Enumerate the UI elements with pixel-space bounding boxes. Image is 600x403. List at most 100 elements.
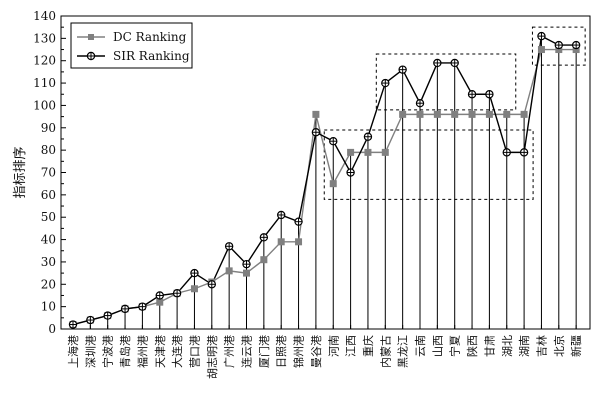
y-tick-label: 70 — [41, 166, 56, 180]
y-tick-label: 80 — [41, 143, 56, 157]
sir-point — [537, 31, 546, 41]
x-tick-label: 内蒙古 — [378, 335, 392, 368]
dc-point — [225, 267, 233, 275]
x-tick-label: 新疆 — [569, 335, 583, 357]
dc-point — [260, 256, 268, 264]
sir-point — [207, 280, 216, 289]
sir-point — [398, 65, 407, 74]
x-tick-label: 大连港 — [170, 335, 184, 368]
y-tick-label: 140 — [33, 9, 56, 23]
x-tick-label: 江西 — [345, 335, 358, 357]
sir-point — [311, 128, 321, 137]
y-tick-label: 90 — [41, 121, 56, 135]
sir-point — [138, 302, 147, 311]
legend-marker-square — [88, 34, 94, 40]
dashed-highlight-box — [375, 53, 517, 111]
dc-point — [277, 238, 285, 246]
legend: DC Ranking SIR Ranking — [70, 22, 193, 69]
x-tick-label: 上海港 — [66, 335, 80, 368]
sir-point — [502, 148, 511, 157]
legend-label: DC Ranking — [113, 30, 187, 44]
y-tick-label: 110 — [33, 76, 56, 90]
y-axis-label: 指标排序 — [13, 146, 28, 198]
x-tick-label: 重庆 — [361, 335, 375, 357]
x-tick-label: 陕西 — [465, 335, 479, 357]
dc-point — [243, 269, 250, 277]
sir-point — [363, 132, 373, 141]
dc-point — [485, 110, 493, 118]
dc-point — [312, 110, 320, 118]
vertical-drop-lines — [72, 36, 577, 329]
sir-point — [554, 40, 564, 50]
sir-point — [259, 233, 269, 242]
x-tick-label: 天津港 — [154, 335, 167, 368]
y-tick-label: 30 — [41, 255, 56, 269]
sir-point — [242, 259, 251, 269]
dashed-highlight-box — [531, 26, 586, 66]
y-ticks: 0 10 20 30 40 50 60 70 80 90 100 110 120 130 140 — [33, 9, 66, 336]
sir-point — [467, 90, 477, 99]
y-tick-label: 10 — [41, 300, 56, 314]
dc-point — [537, 46, 545, 54]
x-tick-label: 吉林 — [534, 335, 548, 357]
sir-point — [433, 58, 442, 68]
x-tick-label: 日照港 — [275, 335, 288, 368]
sir-point — [277, 210, 286, 220]
series-group — [68, 31, 581, 329]
sir-point — [485, 90, 494, 99]
y-tick-label: 50 — [41, 210, 56, 224]
sir-point — [415, 98, 425, 108]
x-tick-label: 青岛港 — [118, 335, 132, 368]
x-tick-label: 连云港 — [241, 335, 254, 368]
x-tick-label: 湖南 — [518, 335, 531, 357]
dashed-highlight-box — [323, 129, 534, 200]
dc-point — [156, 298, 164, 306]
dc-point — [433, 110, 441, 118]
x-tick-label: 甘肃 — [483, 335, 496, 357]
sir-point — [155, 291, 164, 300]
dc-point — [295, 238, 303, 246]
legend-label: SIR Ranking — [113, 49, 190, 63]
x-tick-label: 胡志明港 — [205, 335, 219, 379]
x-tick-label: 河南 — [327, 335, 340, 357]
sir-point — [103, 311, 112, 320]
sir-point — [86, 315, 95, 325]
y-tick-label: 60 — [41, 188, 56, 202]
sir-point — [172, 289, 182, 298]
dc-point — [190, 285, 198, 293]
x-tick-label: 营口港 — [187, 335, 201, 368]
x-tick-label: 锦州港 — [292, 335, 306, 368]
dc-point — [520, 110, 528, 118]
y-tick-label: 100 — [33, 98, 56, 112]
x-tick-label: 厦门港 — [257, 335, 271, 368]
x-tick-label: 深圳港 — [84, 335, 97, 368]
y-tick-label: 0 — [48, 322, 56, 336]
x-category-labels: 上海港 深圳港 宁波港 青岛港 福州港 天津港 大连港 营口港 胡志明港 广州港 连云港 厦门港 日照港… — [66, 325, 583, 379]
sir-point — [519, 148, 529, 157]
x-tick-label: 曼谷港 — [310, 335, 323, 368]
sir-point — [190, 268, 199, 278]
y-tick-label: 130 — [33, 31, 56, 45]
x-tick-label: 湖北 — [501, 335, 514, 357]
x-tick-label: 云南 — [414, 335, 427, 357]
x-tick-label: 广州港 — [223, 335, 236, 368]
dc-point — [347, 148, 355, 156]
y-tick-label: 120 — [33, 54, 56, 68]
x-tick-label: 黑龙江 — [397, 335, 410, 368]
dc-point — [329, 180, 337, 188]
dc-point — [503, 110, 511, 118]
x-tick-label: 宁波港 — [101, 335, 115, 368]
sir-point — [120, 304, 130, 314]
x-tick-label: 宁夏 — [448, 335, 462, 357]
sir-point — [571, 40, 581, 50]
sir-point — [329, 136, 338, 146]
sir-point — [450, 58, 459, 68]
dc-point — [399, 110, 407, 118]
x-tick-label: 福州港 — [135, 335, 149, 368]
x-tick-label: 北京 — [552, 335, 566, 357]
y-tick-label: 20 — [41, 277, 56, 291]
dc-point — [381, 148, 389, 156]
dc-point — [364, 148, 372, 156]
x-tick-label: 山西 — [431, 335, 444, 357]
